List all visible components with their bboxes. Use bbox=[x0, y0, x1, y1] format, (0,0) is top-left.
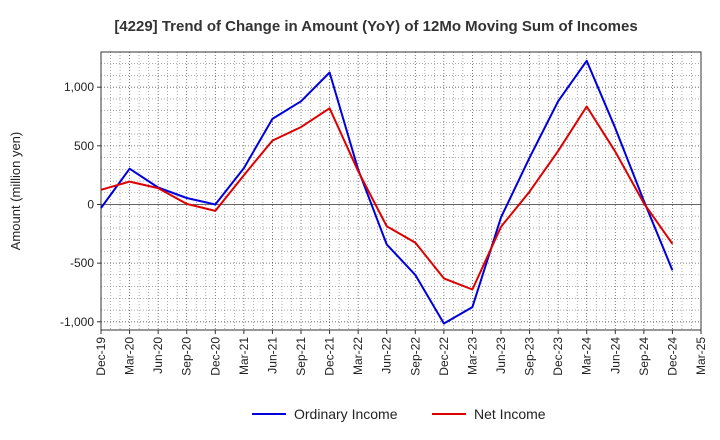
y-tick-label: 0 bbox=[87, 197, 94, 211]
x-tick-label: Jun-23 bbox=[494, 337, 508, 374]
x-tick-label: Mar-23 bbox=[465, 337, 479, 375]
x-tick-label: Mar-21 bbox=[237, 337, 251, 375]
x-tick-label: Sep-20 bbox=[180, 337, 194, 376]
x-tick-label: Dec-22 bbox=[437, 337, 451, 376]
x-tick-label: Dec-23 bbox=[551, 337, 565, 376]
x-tick-label: Sep-21 bbox=[294, 337, 308, 376]
plot-background bbox=[101, 52, 701, 330]
x-tick-label: Mar-25 bbox=[694, 337, 708, 375]
x-tick-label: Dec-20 bbox=[208, 337, 222, 376]
y-tick-label: 500 bbox=[74, 139, 94, 153]
y-tick-label: 1,000 bbox=[64, 80, 94, 94]
legend-label: Net Income bbox=[474, 406, 546, 422]
x-tick-label: Dec-19 bbox=[94, 337, 108, 376]
x-tick-label: Mar-22 bbox=[351, 337, 365, 375]
plot-area: -1,000 -500 0 500 1,000 Dec-19 Mar-20 Jun-20 Sep… bbox=[60, 51, 708, 376]
x-tick-label: Jun-22 bbox=[380, 337, 394, 374]
x-tick-label: Mar-24 bbox=[580, 337, 594, 375]
plot-frame bbox=[100, 51, 702, 331]
x-tick-label: Jun-21 bbox=[265, 337, 279, 374]
x-tick-label: Dec-21 bbox=[323, 337, 337, 376]
x-tick-label: Mar-20 bbox=[123, 337, 137, 375]
legend-label: Ordinary Income bbox=[294, 406, 398, 422]
x-tick-label: Sep-23 bbox=[523, 337, 537, 376]
x-tick-label: Jun-24 bbox=[608, 337, 622, 374]
chart-title: [4229] Trend of Change in Amount (YoY) o… bbox=[114, 18, 637, 35]
y-tick-label: -1,000 bbox=[60, 315, 94, 329]
x-tick-label: Dec-24 bbox=[665, 337, 679, 376]
y-axis-label: Amount (million yen) bbox=[8, 132, 23, 251]
legend: Ordinary Income Net Income bbox=[252, 406, 546, 422]
x-tick-label: Jun-20 bbox=[151, 337, 165, 374]
x-tick-label: Sep-24 bbox=[637, 337, 651, 376]
x-tick-label: Sep-22 bbox=[408, 337, 422, 376]
y-tick-label: -500 bbox=[70, 256, 94, 270]
